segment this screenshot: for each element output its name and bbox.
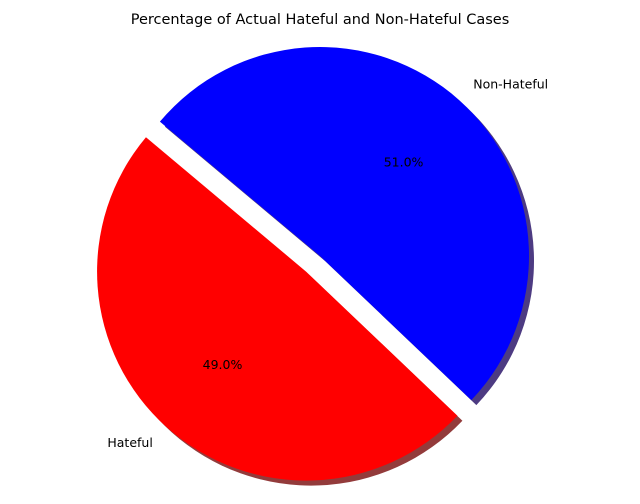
pct-label-hateful: 49.0% <box>203 357 243 372</box>
slice-label-non-hateful: Non-Hateful <box>473 77 548 92</box>
chart-title: Percentage of Actual Hateful and Non-Hat… <box>131 12 510 28</box>
pie-labels: Hateful 49.0% Non-Hateful 51.0% <box>107 77 548 450</box>
pie-slices <box>97 47 529 481</box>
slice-label-hateful: Hateful <box>107 435 152 450</box>
slice-hateful <box>97 137 458 481</box>
pct-label-non-hateful: 51.0% <box>384 155 424 170</box>
slice-non-hateful <box>159 47 529 401</box>
